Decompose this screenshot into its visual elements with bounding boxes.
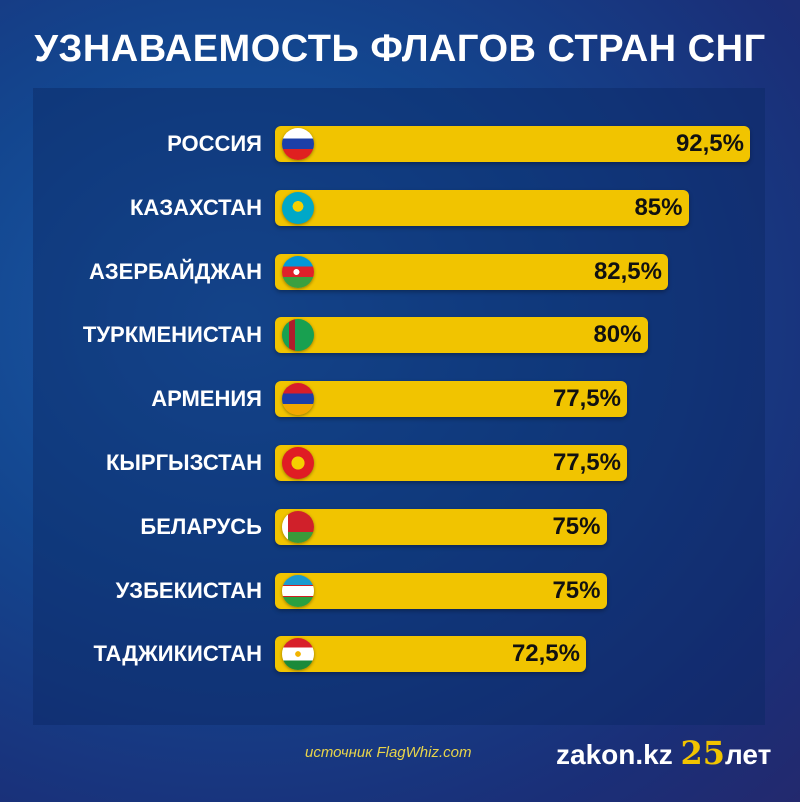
bar-row: БЕЛАРУСЬ 75% [0, 508, 800, 545]
bar-row: РОССИЯ 92,5% [0, 126, 800, 162]
country-label: РОССИЯ [167, 131, 262, 156]
turkmenistan-flag-icon [282, 319, 314, 352]
bar-row: КЫРГЫЗСТАН 77,5% [0, 445, 800, 481]
logo-number: 25 [680, 734, 726, 772]
kyrgyzstan-flag-icon [282, 447, 314, 479]
country-label: УЗБЕКИСТАН [115, 577, 262, 603]
value-label: 85% [634, 193, 683, 221]
tajikistan-flag-icon [282, 638, 314, 671]
bar: 72,5% [275, 636, 586, 673]
belarus-flag-icon [282, 510, 314, 543]
country-label: ТАДЖИКИСТАН [93, 641, 262, 667]
country-label: ТУРКМЕНИСТАН [82, 322, 262, 348]
bar: 92,5% [275, 126, 750, 162]
bar: 85% [275, 189, 689, 226]
country-label: БЕЛАРУСЬ [140, 513, 262, 539]
bar-row: ТАДЖИКИСТАН 72,5% [0, 636, 800, 673]
bar: 82,5% [275, 253, 668, 290]
value-label: 80% [593, 321, 642, 349]
value-label: 75% [552, 512, 601, 540]
logo-suffix: лет [725, 739, 772, 770]
value-label: 77,5% [552, 385, 621, 413]
logo-name: zakon.kz [556, 739, 673, 770]
value-label: 92,5% [675, 130, 744, 157]
country-label: КАЗАХСТАН [130, 194, 262, 220]
value-label: 72,5% [511, 640, 580, 668]
bar: 77,5% [275, 445, 627, 481]
bar: 77,5% [275, 381, 627, 418]
russia-flag-icon [282, 128, 314, 160]
source-note: источник FlagWhiz.com [305, 744, 472, 761]
country-label: АРМЕНИЯ [151, 386, 262, 412]
country-label: АЗЕРБАЙДЖАН [88, 258, 262, 284]
bar-row: ТУРКМЕНИСТАН 80% [0, 317, 800, 354]
value-label: 77,5% [552, 449, 621, 476]
zakon-logo: zakon.kz 25лет [556, 734, 771, 772]
bar-row: УЗБЕКИСТАН 75% [0, 572, 800, 609]
bar-row: АЗЕРБАЙДЖАН 82,5% [0, 253, 800, 290]
bar: 75% [275, 508, 607, 545]
country-label: КЫРГЫЗСТАН [105, 450, 262, 475]
chart-title: УЗНАВАЕМОСТЬ ФЛАГОВ СТРАН СНГ [34, 28, 766, 70]
value-label: 75% [552, 576, 601, 604]
value-label: 82,5% [593, 257, 662, 285]
bar-row: АРМЕНИЯ 77,5% [0, 381, 800, 418]
uzbekistan-flag-icon [282, 574, 314, 607]
armenia-flag-icon [282, 383, 314, 416]
azerbaijan-flag-icon [282, 255, 314, 288]
bar: 75% [275, 572, 607, 609]
bar: 80% [275, 317, 648, 354]
bar-row: КАЗАХСТАН 85% [0, 189, 800, 226]
kazakhstan-flag-icon [282, 191, 314, 224]
